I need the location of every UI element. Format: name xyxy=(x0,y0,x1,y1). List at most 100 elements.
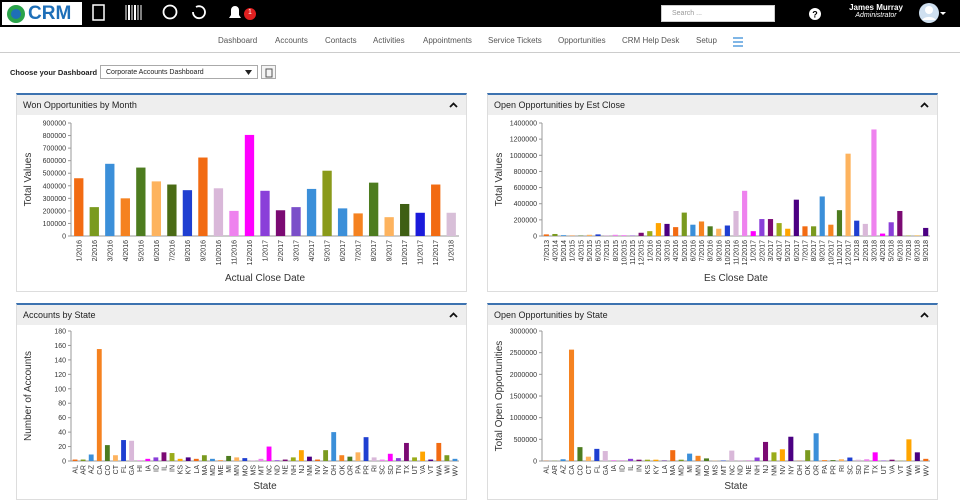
x-tick-label: 3/2017 xyxy=(294,240,301,262)
bar xyxy=(234,457,240,461)
nav-item[interactable]: Activities xyxy=(373,36,405,45)
x-tick-label: SD xyxy=(856,465,863,475)
bell-icon[interactable] xyxy=(229,6,241,18)
y-tick-label: 700000 xyxy=(43,146,66,153)
bar xyxy=(655,223,661,236)
history-icon[interactable] xyxy=(192,5,206,20)
collapse-icon[interactable] xyxy=(920,312,929,318)
pdf-button[interactable] xyxy=(261,65,276,79)
bar xyxy=(838,459,844,461)
nav-item[interactable]: CRM Help Desk xyxy=(622,36,680,45)
bar xyxy=(847,457,853,461)
bar xyxy=(137,460,143,461)
x-tick-label: 11/2015 xyxy=(630,240,637,265)
bar xyxy=(242,458,248,461)
bar xyxy=(337,208,348,236)
nav-item[interactable]: Appointments xyxy=(423,36,472,45)
y-tick-label: 500000 xyxy=(43,171,66,178)
x-tick-label: 4/2015 xyxy=(578,240,585,262)
bar xyxy=(767,219,774,236)
bar xyxy=(779,449,785,461)
x-tick-label: HI xyxy=(137,465,144,472)
x-tick-label: 1/2017 xyxy=(751,240,758,262)
nav-item[interactable]: Service Tickets xyxy=(488,36,542,45)
bar xyxy=(836,210,843,236)
x-tick-label: CO xyxy=(577,464,584,475)
pdf-icon xyxy=(265,68,273,78)
x-tick-label: NH xyxy=(291,465,298,475)
collapse-icon[interactable] xyxy=(449,102,458,108)
selected-dashboard: Corporate Accounts Dashboard xyxy=(106,69,204,76)
bar xyxy=(636,459,642,461)
x-tick-label: UT xyxy=(412,464,419,474)
nav-item[interactable]: Opportunities xyxy=(558,36,606,45)
chart: 0 100000 200000 300000 400000 500000 600000 700… xyxy=(23,121,459,284)
avatar[interactable] xyxy=(918,2,948,26)
bar xyxy=(290,457,296,461)
y-tick-label: 2000000 xyxy=(510,372,537,379)
collapse-icon[interactable] xyxy=(449,312,458,318)
help-icon[interactable]: ? xyxy=(808,7,822,21)
bar xyxy=(750,231,756,236)
x-tick-label: IA xyxy=(611,465,618,472)
logo[interactable]: CRM xyxy=(2,2,82,25)
x-tick-label: 2/2018 xyxy=(863,240,870,262)
bar xyxy=(543,234,549,236)
x-tick-label: 2/2017 xyxy=(759,240,766,262)
x-tick-label: RI xyxy=(372,465,379,472)
panel: Open Opportunities by Est Close 0 200000 40… xyxy=(487,93,938,292)
y-axis-title: Total Open Opportunities xyxy=(494,341,505,452)
bar xyxy=(446,212,456,236)
search-box[interactable]: Search ... xyxy=(661,5,775,22)
x-tick-label: IL xyxy=(628,465,635,471)
bar xyxy=(169,453,175,461)
bar xyxy=(368,182,379,236)
x-axis-title: State xyxy=(724,481,748,492)
x-tick-label: MO xyxy=(704,464,711,476)
x-tick-label: OR xyxy=(347,465,354,476)
x-tick-label: 6/2018 xyxy=(897,240,904,262)
bar xyxy=(177,458,183,461)
x-tick-label: MN xyxy=(696,465,703,476)
x-tick-label: 6/2016 xyxy=(690,240,697,262)
bar xyxy=(754,457,760,461)
bar xyxy=(897,210,903,236)
notes-icon[interactable] xyxy=(92,4,105,21)
nav-item[interactable]: Contacts xyxy=(325,36,357,45)
chart: 0 20 40 60 80 100 120 140 160 180 AL AR AZ CA CO CT FL GA… xyxy=(23,329,459,493)
user-info[interactable]: James Murray Administrator xyxy=(836,3,916,19)
nav-item[interactable]: Setup xyxy=(696,36,717,45)
x-tick-label: GA xyxy=(603,465,610,475)
bar xyxy=(703,458,710,461)
x-tick-label: 6/2015 xyxy=(596,240,603,262)
x-tick-label: NM xyxy=(771,465,778,476)
barcode-icon[interactable] xyxy=(125,5,142,20)
select-arrow xyxy=(245,70,252,75)
dashboard-select[interactable]: Corporate Accounts Dashboard xyxy=(100,65,258,79)
clock-icon[interactable] xyxy=(162,4,178,20)
x-tick-label: MT xyxy=(258,464,265,475)
top-bar: CRM 1 Search ... ? James Murray Administ… xyxy=(0,0,960,27)
nav-item[interactable]: Accounts xyxy=(275,36,308,45)
bar xyxy=(793,199,799,236)
menu-icon[interactable] xyxy=(732,37,744,47)
bar xyxy=(552,233,558,236)
x-tick-label: KS xyxy=(178,465,185,475)
badge xyxy=(244,8,256,20)
x-tick-label: 12/2017 xyxy=(846,240,853,265)
y-tick-label: 1500000 xyxy=(510,394,537,401)
bar xyxy=(888,222,894,236)
x-tick-label: CO xyxy=(105,464,112,475)
bar xyxy=(384,217,394,236)
bar xyxy=(698,221,705,236)
x-tick-label: ME xyxy=(218,465,225,476)
x-tick-label: 3/2018 xyxy=(871,240,878,262)
panel-title: Open Opportunities by State xyxy=(494,310,608,320)
chevron xyxy=(920,102,929,108)
y-tick-label: 1000000 xyxy=(510,153,537,160)
y-tick-label: 400000 xyxy=(514,201,537,208)
collapse-icon[interactable] xyxy=(920,102,929,108)
nav-item[interactable]: Dashboard xyxy=(218,36,258,45)
x-tick-label: NV xyxy=(780,465,787,475)
bar xyxy=(811,226,817,236)
